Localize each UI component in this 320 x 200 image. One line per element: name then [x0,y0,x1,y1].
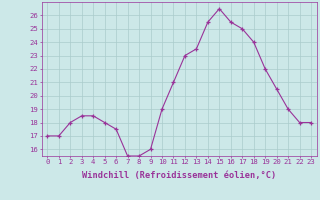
X-axis label: Windchill (Refroidissement éolien,°C): Windchill (Refroidissement éolien,°C) [82,171,276,180]
